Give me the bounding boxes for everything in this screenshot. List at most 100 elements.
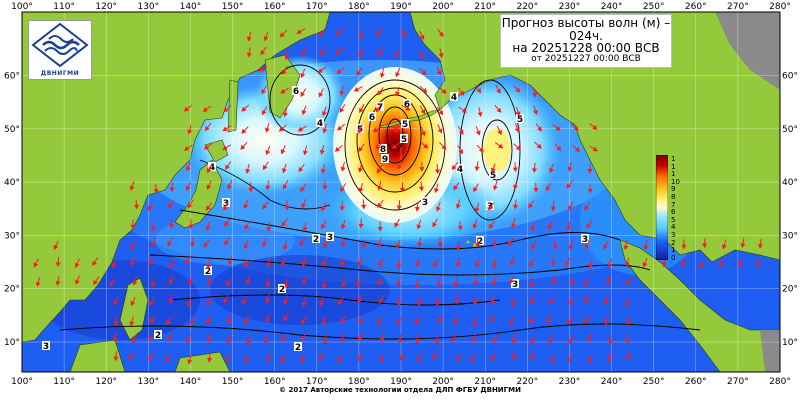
wave-direction-arrow <box>92 257 99 266</box>
wave-direction-arrow <box>301 315 308 325</box>
wave-direction-arrow <box>530 221 536 232</box>
wave-direction-arrow <box>243 315 249 326</box>
wave-direction-arrow <box>607 351 613 362</box>
wave-direction-arrow <box>296 28 306 34</box>
wave-direction-arrow <box>225 353 231 363</box>
wave-direction-arrow <box>265 294 271 304</box>
svg-text:2: 2 <box>477 237 483 247</box>
wave-direction-arrow <box>568 296 574 307</box>
svg-text:6: 6 <box>369 113 375 123</box>
wave-direction-arrow <box>150 221 156 232</box>
wave-direction-arrow <box>109 277 116 287</box>
wave-field-light-blob <box>155 215 295 265</box>
wave-direction-arrow <box>264 122 270 133</box>
wave-direction-arrow <box>188 219 194 230</box>
longitude-label: 210° <box>474 377 496 387</box>
wave-direction-arrow <box>55 256 61 268</box>
svg-text:2: 2 <box>295 343 301 353</box>
wave-direction-arrow <box>321 202 327 212</box>
wave-direction-arrow <box>528 314 534 325</box>
longitude-label: 110° <box>53 2 75 12</box>
wave-direction-arrow <box>378 294 385 304</box>
contour-value-label: 3 <box>326 232 334 243</box>
wave-direction-arrow <box>583 277 590 287</box>
wave-direction-arrow <box>456 240 462 251</box>
wave-direction-arrow <box>130 219 136 230</box>
wave-direction-arrow <box>567 161 573 172</box>
wave-direction-arrow <box>698 259 705 269</box>
latitude-label: 20° <box>782 285 798 295</box>
new-guinea-land <box>174 351 231 372</box>
wave-direction-arrow <box>420 141 429 149</box>
copyright-text: © 2017 Авторские технологии отдела ДЛП Ф… <box>279 386 521 394</box>
wave-direction-arrow <box>301 47 307 57</box>
wave-direction-arrow <box>260 46 267 56</box>
wave-direction-arrow <box>301 256 307 267</box>
wave-direction-arrow <box>432 218 438 228</box>
legend-tick-label: 4 <box>671 223 676 232</box>
contour-value-label: 5 <box>489 170 497 181</box>
wave-direction-arrow <box>322 180 328 191</box>
wave-direction-arrow <box>436 106 444 116</box>
wave-direction-arrow <box>587 333 593 343</box>
wave-direction-arrow <box>492 258 498 269</box>
wave-direction-arrow <box>186 297 192 308</box>
wave-direction-arrow <box>496 125 502 136</box>
wave-direction-arrow <box>280 257 286 267</box>
latitude-label: 40° <box>782 178 798 188</box>
svg-text:9: 9 <box>382 155 388 165</box>
contour-value-label: 3 <box>581 234 589 245</box>
svg-text:3: 3 <box>422 198 428 208</box>
wave-direction-arrow <box>113 351 119 362</box>
wave-direction-arrow <box>241 126 249 134</box>
wave-direction-arrow <box>438 86 447 94</box>
wave-direction-arrow <box>284 200 290 211</box>
ddnigmi-logo: ДВНИГМИ <box>28 20 92 80</box>
svg-text:3: 3 <box>582 235 588 245</box>
greenland-gray-land <box>715 12 780 90</box>
svg-text:2: 2 <box>205 267 211 277</box>
longitude-label: 220° <box>516 2 538 12</box>
latitude-label: 50° <box>4 125 20 135</box>
wave-direction-arrow <box>474 84 482 94</box>
contour-value-label: 2 <box>476 236 484 247</box>
wave-direction-arrow <box>550 256 556 267</box>
wave-direction-arrow <box>587 163 593 174</box>
wave-direction-arrow <box>472 296 479 305</box>
wave-direction-arrow <box>568 240 574 251</box>
wave-direction-arrow <box>491 276 497 286</box>
longitude-label: 180° <box>348 377 370 387</box>
longitude-label: 270° <box>727 2 749 12</box>
wave-direction-arrow <box>298 163 305 173</box>
forecast-issue-time: от 20251227 00:00 ВСВ <box>531 53 641 64</box>
wave-direction-arrow <box>437 28 444 37</box>
map-border <box>21 11 781 373</box>
wave-direction-arrow <box>186 181 192 192</box>
legend-tick-label: 5 <box>671 215 676 224</box>
wave-direction-arrow <box>133 199 140 210</box>
wave-direction-arrow <box>586 219 593 229</box>
wave-direction-arrow <box>565 257 571 267</box>
wave-direction-arrow <box>187 354 193 365</box>
wave-direction-arrow <box>414 201 420 212</box>
wave-direction-arrow <box>435 296 441 307</box>
contour-value-label: 2 <box>312 234 320 245</box>
wave-direction-arrow <box>283 107 288 118</box>
wave-direction-arrow <box>258 65 268 72</box>
latitude-label: 40° <box>4 178 20 188</box>
wave-direction-arrow <box>244 353 250 364</box>
longitude-label: 280° <box>769 377 791 387</box>
wave-direction-arrow <box>243 239 249 250</box>
wave-direction-arrow <box>244 220 250 231</box>
contour-value-label: 5 <box>401 119 409 130</box>
wave-direction-arrow <box>432 350 439 360</box>
wave-direction-arrow <box>532 87 538 98</box>
wave-direction-arrow <box>584 201 590 211</box>
wave-direction-arrow <box>377 180 383 191</box>
wave-direction-arrow <box>529 295 535 305</box>
longitude-label: 130° <box>137 377 159 387</box>
wave-direction-arrow <box>511 350 517 361</box>
wave-direction-arrow <box>129 181 135 191</box>
wave-direction-arrow <box>606 275 612 286</box>
